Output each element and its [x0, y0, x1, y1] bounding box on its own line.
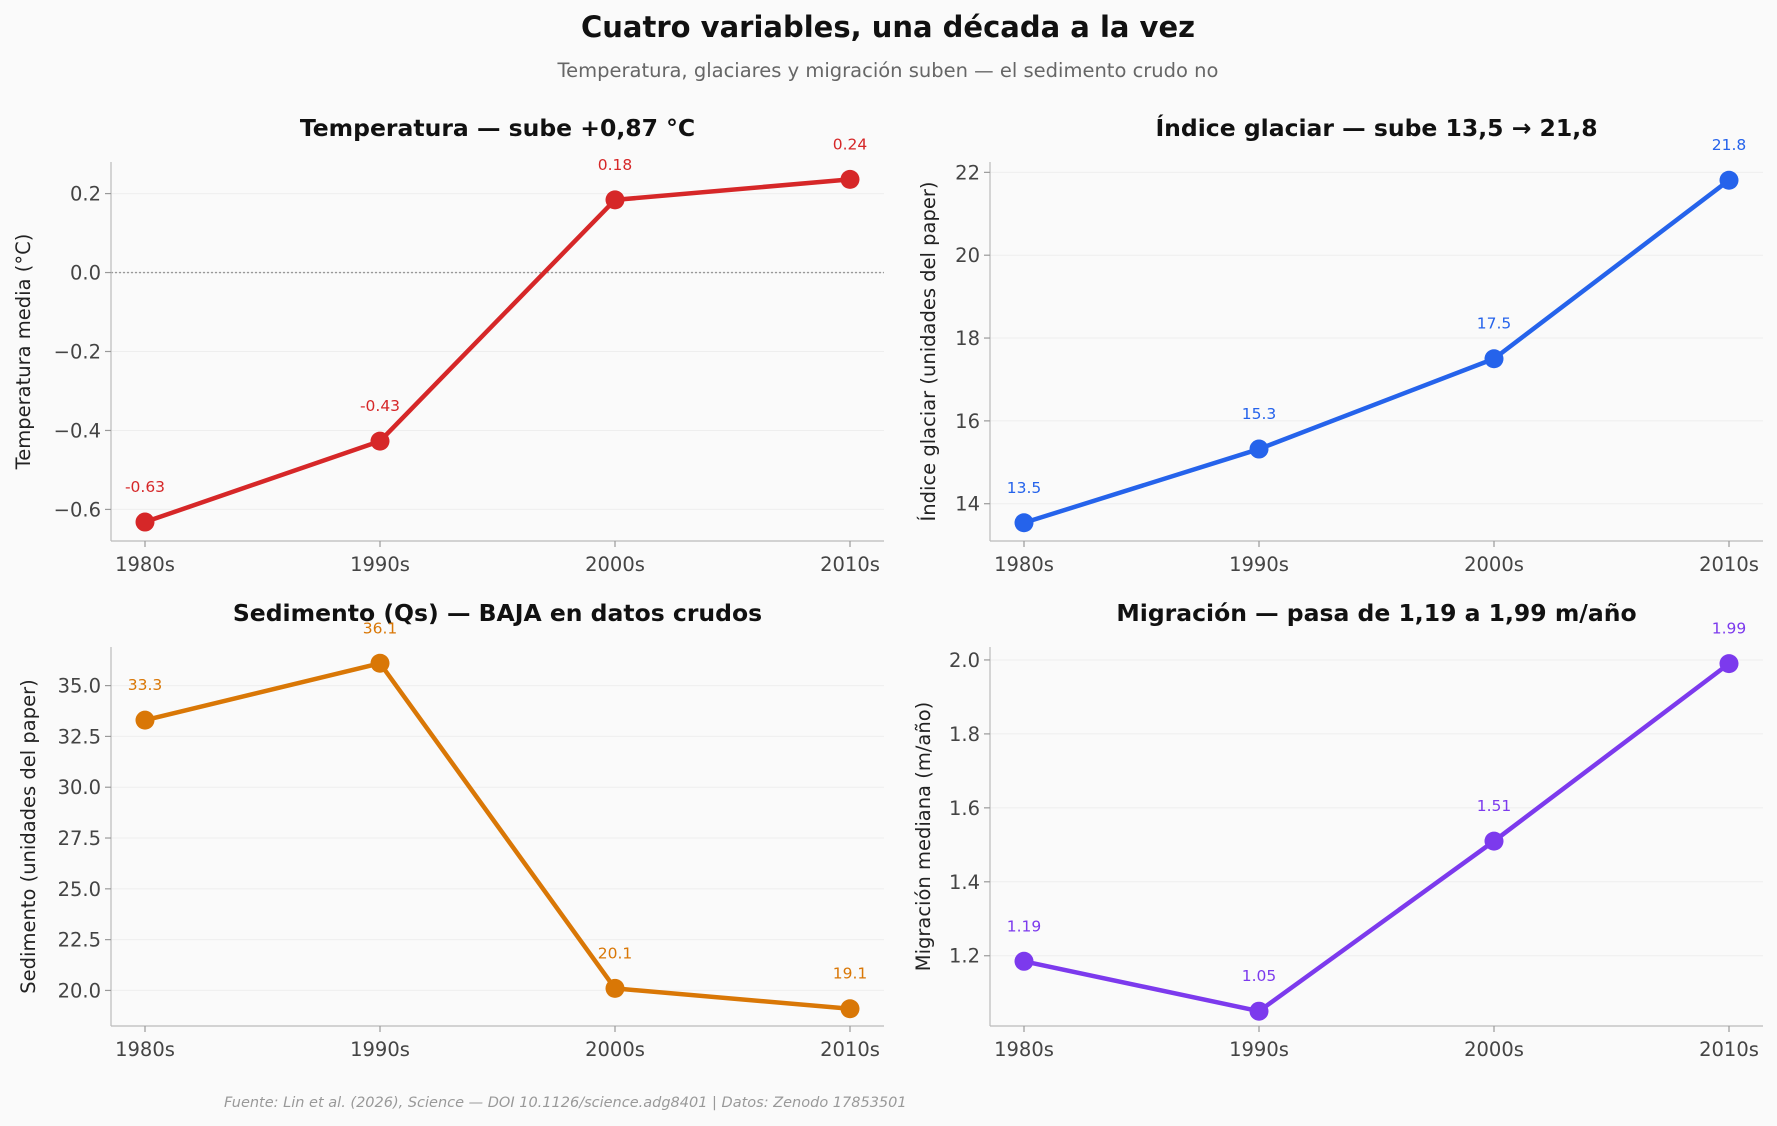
y-tick-label: −0.4	[54, 419, 101, 442]
x-tick-label: 2010s	[1699, 1038, 1759, 1061]
x-tick-label: 2000s	[1464, 553, 1524, 576]
data-label: 21.8	[1712, 136, 1747, 154]
y-axis-label: Sedimento (unidades del paper)	[17, 679, 40, 993]
y-tick-label: 1.2	[949, 945, 980, 968]
y-axis-label: Índice glaciar (unidades del paper)	[917, 182, 940, 522]
data-label: -0.63	[125, 478, 165, 496]
data-point	[1249, 1001, 1269, 1021]
data-label: 19.1	[833, 965, 868, 983]
chart-panel-3: 35.0 32.5 30.0 27.5 25.0 22.5 20.0 1980s 1990s 20…	[17, 599, 884, 1061]
data-point	[1249, 439, 1269, 459]
y-tick-label: 20.0	[58, 979, 101, 1002]
data-label: 1.05	[1242, 967, 1277, 985]
y-tick-label: 0.0	[70, 262, 101, 285]
x-tick-label: 2000s	[585, 1038, 645, 1061]
x-tick-label: 1990s	[350, 1038, 410, 1061]
data-label: 1.19	[1007, 917, 1042, 935]
data-point	[1014, 513, 1034, 533]
y-tick-label: 27.5	[58, 827, 101, 850]
y-tick-label: 35.0	[58, 675, 101, 698]
data-point	[605, 978, 625, 998]
chart-panels: 0.2 0.0 −0.2 −0.4 −0.6 1980s 1990s 2000s 2010s Te…	[12, 114, 1763, 1061]
y-tick-label: 25.0	[58, 878, 101, 901]
x-tick-label: 2000s	[585, 553, 645, 576]
figure-subtitle: Temperatura, glaciares y migración suben…	[557, 59, 1219, 82]
figure-source: Fuente: Lin et al. (2026), Science — DOI…	[224, 1095, 907, 1111]
x-tick-label: 2010s	[820, 1038, 880, 1061]
data-point	[1719, 654, 1739, 674]
y-axis-label: Migración mediana (m/año)	[912, 702, 935, 971]
x-tick-label: 1990s	[1229, 553, 1289, 576]
x-tick-label: 1990s	[350, 553, 410, 576]
data-label: 17.5	[1477, 315, 1512, 333]
panel-title: Índice glaciar — sube 13,5 → 21,8	[1155, 114, 1597, 142]
data-point	[370, 653, 390, 673]
x-tick-label: 2010s	[1699, 553, 1759, 576]
y-tick-label: 14	[955, 493, 980, 516]
y-tick-label: −0.2	[54, 341, 101, 364]
y-tick-label: 1.8	[949, 723, 980, 746]
data-label: -0.43	[360, 397, 400, 415]
series-line	[1021, 177, 1732, 526]
data-point	[135, 710, 155, 730]
data-point	[1484, 349, 1504, 369]
series-line	[142, 177, 853, 525]
data-label: 20.1	[598, 944, 633, 962]
figure-title: Cuatro variables, una década a la vez	[581, 10, 1195, 44]
chart-panel-4: 2.0 1.8 1.6 1.4 1.2 1980s 1990s 2000s 2010s Migra…	[912, 599, 1763, 1061]
data-label: 1.51	[1477, 797, 1512, 815]
chart-panel-1: 0.2 0.0 −0.2 −0.4 −0.6 1980s 1990s 2000s 2010s Te…	[12, 114, 884, 576]
y-tick-label: 16	[955, 410, 980, 433]
data-label: 0.24	[833, 135, 868, 153]
x-tick-label: 2000s	[1464, 1038, 1524, 1061]
data-point	[840, 999, 860, 1019]
y-tick-label: 22.5	[58, 929, 101, 952]
chart-panel-2: 22 20 18 16 14 1980s 1990s 2000s 2010s Índice gla…	[917, 114, 1763, 576]
data-label: 36.1	[363, 619, 398, 637]
data-point	[840, 169, 860, 189]
series-line	[1021, 661, 1732, 1014]
data-label: 15.3	[1242, 405, 1277, 423]
data-label: 0.18	[598, 156, 633, 174]
y-tick-label: 1.4	[949, 871, 980, 894]
y-tick-label: 1.6	[949, 797, 980, 820]
x-tick-label: 1980s	[994, 1038, 1054, 1061]
x-tick-label: 1990s	[1229, 1038, 1289, 1061]
y-tick-label: −0.6	[54, 498, 101, 521]
y-tick-label: 2.0	[949, 649, 980, 672]
data-point	[370, 431, 390, 451]
data-point	[1014, 951, 1034, 971]
panel-title: Migración — pasa de 1,19 a 1,99 m/año	[1116, 599, 1636, 627]
x-tick-label: 1980s	[115, 553, 175, 576]
y-tick-label: 22	[955, 161, 980, 184]
y-axis-label: Temperatura media (°C)	[12, 234, 35, 471]
data-point	[135, 512, 155, 532]
data-point	[1719, 170, 1739, 190]
data-label: 13.5	[1007, 479, 1042, 497]
series-line	[142, 661, 853, 1011]
y-tick-label: 20	[955, 244, 980, 267]
y-tick-label: 0.2	[70, 183, 101, 206]
x-tick-label: 2010s	[820, 553, 880, 576]
x-tick-label: 1980s	[115, 1038, 175, 1061]
x-tick-label: 1980s	[994, 553, 1054, 576]
data-point	[605, 190, 625, 210]
y-tick-label: 32.5	[58, 725, 101, 748]
y-tick-label: 30.0	[58, 776, 101, 799]
data-point	[1484, 831, 1504, 851]
panel-title: Sedimento (Qs) — BAJA en datos crudos	[233, 599, 762, 627]
data-label: 1.99	[1712, 620, 1747, 638]
y-tick-label: 18	[955, 327, 980, 350]
data-label: 33.3	[128, 676, 163, 694]
panel-title: Temperatura — sube +0,87 °C	[300, 114, 695, 142]
